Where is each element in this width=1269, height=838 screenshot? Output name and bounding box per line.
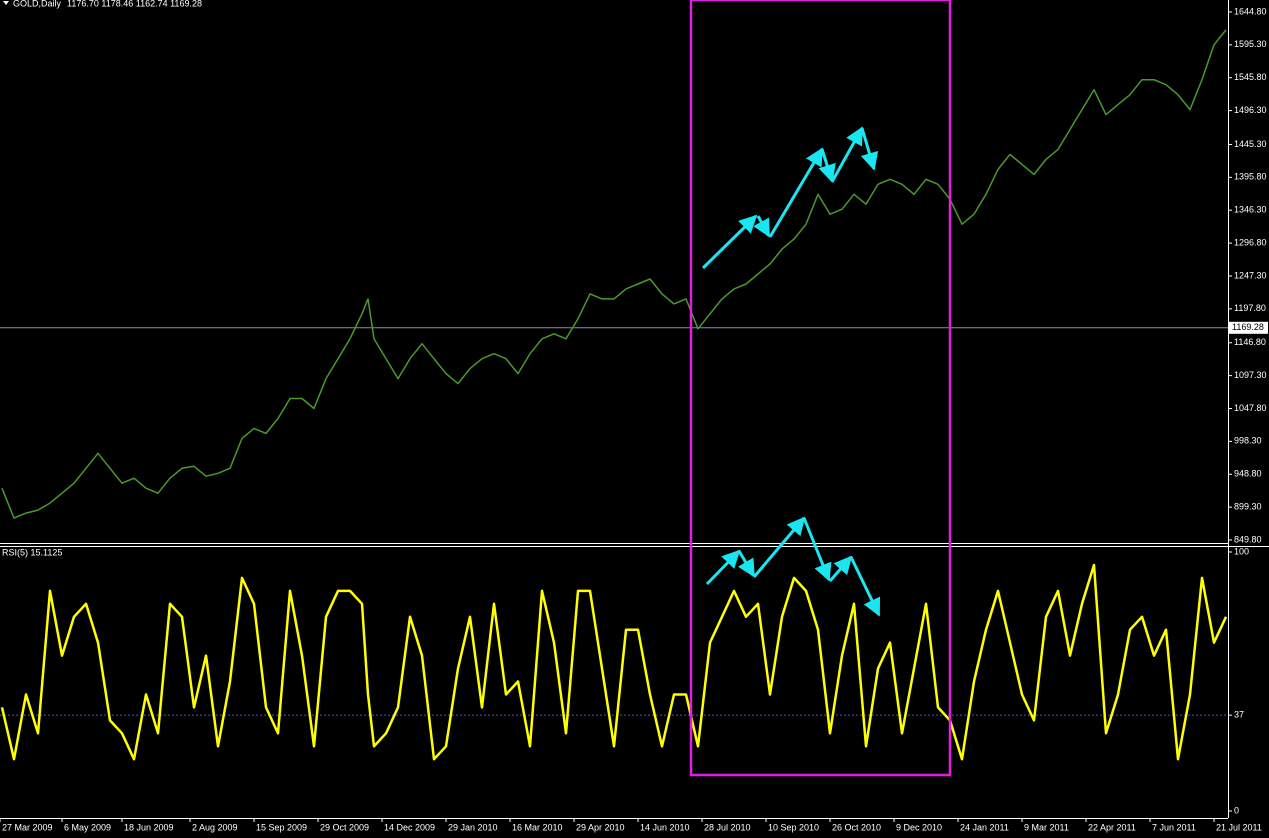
y-tick-label: 1197.80 (1234, 303, 1266, 313)
x-tick-label: 26 Oct 2010 (832, 822, 881, 832)
x-tick-label: 6 May 2009 (64, 822, 111, 832)
y-tick-label: 1146.80 (1234, 337, 1266, 347)
current-price-box (1229, 321, 1268, 334)
x-tick-label: 18 Jun 2009 (124, 822, 174, 832)
indicator-title: RSI(5) 15.1125 (2, 547, 62, 557)
arrow (737, 550, 756, 578)
series-line (1, 29, 1227, 519)
arrow (768, 147, 824, 238)
arrow (860, 127, 879, 171)
chart-title: GOLD,Daily (13, 0, 62, 8)
x-tick-label: 22 Apr 2011 (1088, 822, 1136, 832)
y-tick-label: 1445.30 (1234, 139, 1267, 149)
y-tick-label: 1545.80 (1234, 72, 1267, 82)
x-tick-label: 7 Jun 2011 (1152, 822, 1196, 832)
y-tick-label: 948.80 (1234, 469, 1262, 479)
y-tick-label: 1047.80 (1234, 403, 1267, 413)
arrow (752, 516, 806, 578)
x-tick-label: 29 Oct 2009 (320, 822, 369, 832)
arrow (802, 517, 832, 582)
arrow (705, 549, 741, 586)
x-tick-label: 15 Sep 2009 (256, 822, 307, 832)
x-tick-label: 9 Mar 2011 (1024, 822, 1069, 832)
x-tick-label: 28 Jul 2010 (704, 822, 751, 832)
y-tick-label: 100 (1234, 546, 1249, 556)
x-tick-label: 16 Mar 2010 (512, 822, 563, 832)
highlight-box (689, 0, 952, 777)
arrow (849, 556, 881, 617)
y-tick-label: 1496.30 (1234, 105, 1267, 115)
x-tick-label: 29 Jan 2010 (448, 822, 498, 832)
x-tick-label: 10 Sep 2010 (768, 822, 819, 832)
annotations (689, 0, 952, 777)
arrows (701, 126, 881, 617)
y-tick-label: 1595.30 (1234, 39, 1267, 49)
x-tick-label: 9 Dec 2010 (896, 822, 942, 832)
x-tick-label: 14 Dec 2009 (384, 822, 435, 832)
x-tick-label: 2 Aug 2009 (192, 822, 238, 832)
x-tick-label: 24 Jan 2011 (960, 822, 1009, 832)
y-tick-label: 37 (1234, 710, 1244, 720)
y-tick-label: 1247.30 (1234, 270, 1267, 280)
x-tick-label: 14 Jun 2010 (640, 822, 690, 832)
arrow (830, 126, 864, 183)
y-tick-label: 899.30 (1234, 502, 1262, 512)
y-tick-label: 998.30 (1234, 436, 1262, 446)
y-tick-label: 1296.80 (1234, 237, 1267, 247)
x-tick-label: 27 Mar 2009 (2, 822, 53, 832)
y-tick-label: 849.80 (1234, 534, 1262, 544)
y-tick-label: 1097.30 (1234, 370, 1267, 380)
y-tick-label: 0 (1234, 805, 1239, 815)
y-tick-label: 1346.30 (1234, 205, 1267, 215)
menu-triangle[interactable] (3, 1, 9, 5)
arrow (818, 148, 836, 183)
y-tick-label: 1644.80 (1234, 6, 1267, 16)
current-price-label: 1169.28 (1232, 322, 1264, 332)
arrow (701, 214, 758, 270)
y-tick-label: 1395.80 (1234, 172, 1267, 182)
x-tick-label: 29 Apr 2010 (576, 822, 625, 832)
x-tick-label: 21 Jul 2011 (1216, 822, 1262, 832)
ohlc-values: 1176.70 1178.46 1162.74 1169.28 (67, 0, 202, 8)
series-line (0, 563, 1228, 761)
arrow (753, 215, 771, 238)
arrow (828, 555, 853, 582)
